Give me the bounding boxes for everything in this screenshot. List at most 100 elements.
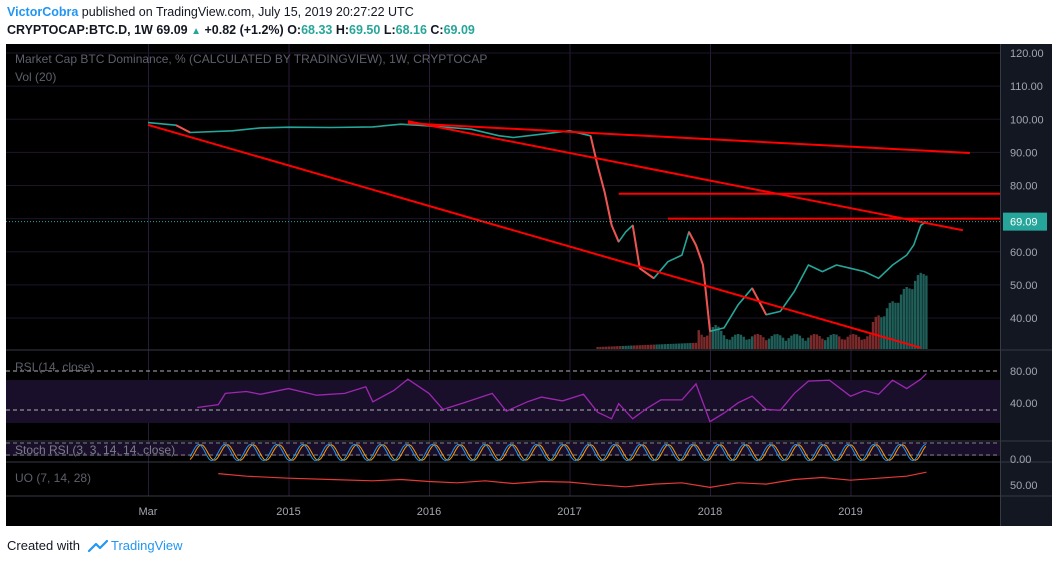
volume-bar — [812, 334, 816, 349]
volume-bar — [635, 345, 639, 349]
volume-bar — [790, 335, 793, 349]
volume-bar — [919, 272, 922, 349]
price-axis-tick: 80.00 — [1010, 181, 1038, 193]
price-drop-segment — [688, 231, 697, 246]
volume-bar — [697, 330, 700, 349]
volume-bar — [804, 340, 807, 349]
symbol-label: CRYPTOCAP:BTC.D, 1W — [7, 23, 153, 37]
volume-bar — [818, 335, 821, 349]
uo-line — [218, 471, 927, 489]
volume-bar — [860, 339, 863, 349]
volume-bar — [787, 338, 790, 349]
volume-bar — [602, 346, 605, 349]
volume-bar — [854, 334, 858, 349]
volume-bar — [832, 334, 835, 349]
time-axis-tick: 2018 — [698, 506, 722, 518]
volume-bar — [756, 334, 759, 349]
time-axis-tick: 2015 — [276, 506, 300, 518]
volume-bar — [599, 346, 602, 349]
volume-bar — [916, 275, 920, 349]
published-text: published on TradingView.com, July 15, 2… — [78, 5, 414, 19]
volume-bar — [686, 343, 689, 349]
price-axis-tick: 60.00 — [1010, 247, 1038, 259]
last-price: 69.09 — [156, 23, 188, 37]
price-axis-tick: 100.00 — [1010, 114, 1044, 126]
volume-bar — [621, 345, 625, 349]
rsi-pane-title: RSI (14, close) — [15, 360, 94, 374]
volume-bar — [658, 344, 661, 349]
rsi-axis-tick: 40.00 — [1010, 398, 1038, 410]
volume-bar — [829, 334, 833, 349]
uo-pane-title: UO (7, 14, 28) — [15, 471, 91, 485]
price-axis-tick: 110.00 — [1010, 81, 1043, 93]
price-drop-segment — [631, 225, 641, 269]
volume-bar — [824, 340, 827, 349]
volume-bar — [742, 336, 745, 349]
high-value: 69.50 — [349, 23, 381, 37]
price-axis-tick: 90.00 — [1010, 147, 1038, 159]
volume-bar — [750, 336, 754, 349]
volume-bar — [736, 334, 740, 349]
volume-bar — [868, 334, 872, 349]
volume-bar — [666, 344, 670, 349]
volume-bar — [888, 302, 892, 349]
volume-bar — [807, 337, 810, 349]
rsi-line — [197, 373, 927, 423]
main-pane-title: Market Cap BTC Dominance, % (CALCULATED … — [15, 52, 487, 66]
volume-bar — [644, 344, 647, 349]
volume-bar — [708, 331, 712, 349]
volume-bar — [646, 344, 650, 349]
price-drop-segment — [610, 224, 620, 243]
tradingview-link[interactable]: TradingView — [111, 538, 183, 553]
volume-bar — [835, 334, 838, 349]
volume-bar — [596, 347, 599, 349]
volume-bar — [908, 288, 911, 349]
volume-bar — [773, 334, 776, 349]
last-price-label-bg — [1003, 212, 1047, 231]
open-value: 68.33 — [301, 23, 333, 37]
close-label: C: — [430, 23, 444, 37]
volume-bar — [669, 343, 672, 349]
author-link[interactable]: VictorCobra — [7, 5, 79, 19]
volume-bar — [722, 335, 726, 349]
price-axis-tick: 50.00 — [1010, 280, 1038, 292]
trendline — [407, 120, 964, 232]
volume-bar — [849, 334, 852, 349]
low-value: 68.16 — [395, 23, 427, 37]
volume-bar — [784, 340, 788, 349]
volume-bar — [846, 336, 849, 349]
volume-bar — [899, 294, 903, 349]
volume-bar — [720, 330, 723, 349]
chart-area[interactable]: Market Cap BTC Dominance, % (CALCULATED … — [6, 44, 1052, 526]
volume-bar — [694, 342, 698, 349]
time-axis-tick: 2016 — [417, 506, 441, 518]
volume-bar — [627, 345, 630, 349]
volume-bar — [880, 317, 883, 349]
chart-svg: Market Cap BTC Dominance, % (CALCULATED … — [6, 44, 1052, 526]
volume-bar — [809, 335, 813, 349]
volume-bar — [883, 316, 886, 349]
volume-bar — [843, 339, 847, 349]
price-series-line — [147, 121, 927, 333]
volume-bar — [815, 334, 818, 349]
created-with-text: Created with — [7, 538, 80, 553]
volume-bar — [762, 337, 765, 349]
volume-bar — [661, 344, 664, 349]
price-drop-segment — [603, 191, 613, 226]
volume-bar — [838, 336, 841, 349]
volume-bar — [618, 346, 622, 349]
volume-bar — [714, 325, 717, 349]
price-axis-tick: 40.00 — [1010, 313, 1038, 325]
symbol-info: CRYPTOCAP:BTC.D, 1W 69.09 ▲ +0.82 (+1.2%… — [7, 23, 475, 37]
volume-bar — [765, 340, 768, 349]
volume-bar — [703, 336, 706, 349]
volume-bar — [905, 287, 908, 349]
volume-bar — [689, 343, 692, 349]
stoch-d-line — [189, 444, 927, 461]
volume-bar — [826, 337, 830, 349]
rsi-band-fill — [6, 380, 1000, 423]
volume-bar — [717, 326, 720, 349]
price-drop-segment — [639, 267, 655, 280]
volume-bar — [728, 339, 731, 349]
volume-bar — [731, 336, 734, 349]
